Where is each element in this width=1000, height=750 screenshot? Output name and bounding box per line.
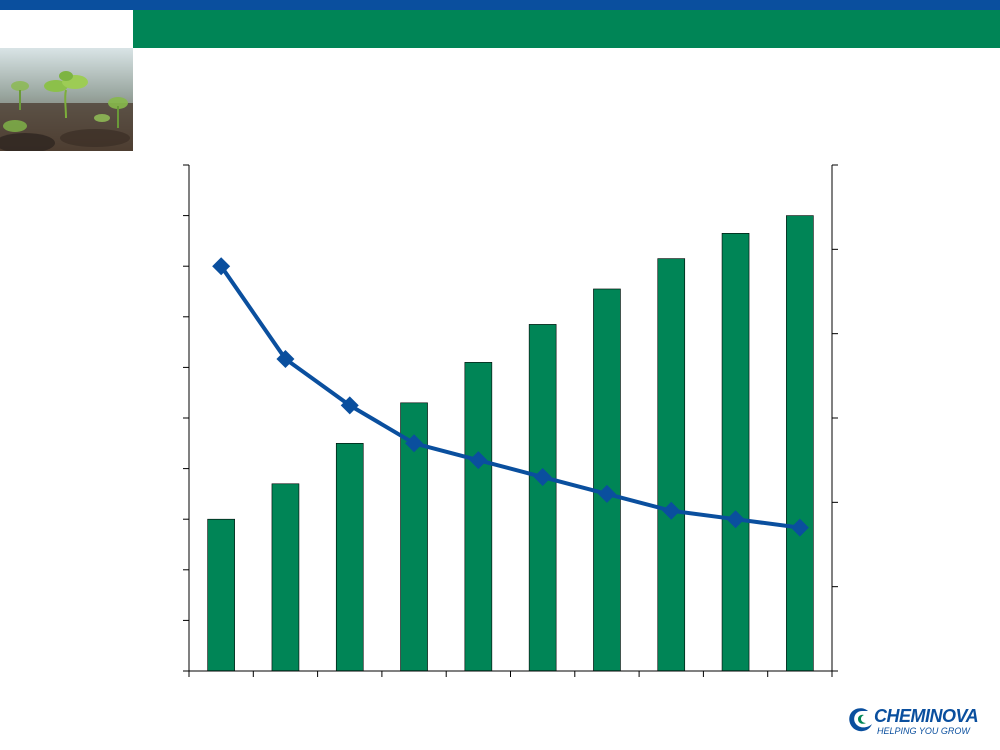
logo-tagline: HELPING YOU GROW bbox=[877, 726, 970, 736]
header-blue-bar bbox=[0, 0, 1000, 10]
line-point-10 bbox=[790, 518, 809, 537]
bar-5 bbox=[464, 362, 493, 672]
bar-7 bbox=[593, 288, 621, 672]
line-layer bbox=[212, 257, 809, 537]
line-point-4 bbox=[405, 434, 424, 453]
bar-6 bbox=[528, 324, 557, 672]
header-left-block bbox=[0, 10, 133, 48]
cheminova-logo-icon bbox=[849, 708, 872, 732]
line-point-8 bbox=[662, 501, 681, 520]
axes-layer bbox=[183, 164, 838, 677]
bar-9 bbox=[721, 233, 750, 672]
line-point-1 bbox=[212, 257, 231, 276]
cheminova-logo: CHEMINOVA HELPING YOU GROW bbox=[846, 703, 991, 739]
bar-1 bbox=[207, 518, 235, 672]
seedlings-photo bbox=[0, 48, 133, 151]
line-point-5 bbox=[469, 451, 488, 470]
line-point-7 bbox=[597, 484, 616, 503]
line-point-3 bbox=[340, 396, 359, 415]
header-green-band bbox=[133, 10, 1000, 48]
line-series bbox=[219, 265, 801, 530]
bar-3 bbox=[335, 442, 364, 672]
bar-2 bbox=[271, 483, 300, 672]
line-point-2 bbox=[276, 349, 295, 368]
bar-8 bbox=[657, 258, 686, 672]
bar-10 bbox=[786, 215, 814, 672]
logo-name: CHEMINOVA bbox=[874, 706, 979, 726]
line-point-9 bbox=[726, 510, 745, 529]
line-point-6 bbox=[533, 468, 552, 487]
bars-layer bbox=[207, 215, 814, 672]
